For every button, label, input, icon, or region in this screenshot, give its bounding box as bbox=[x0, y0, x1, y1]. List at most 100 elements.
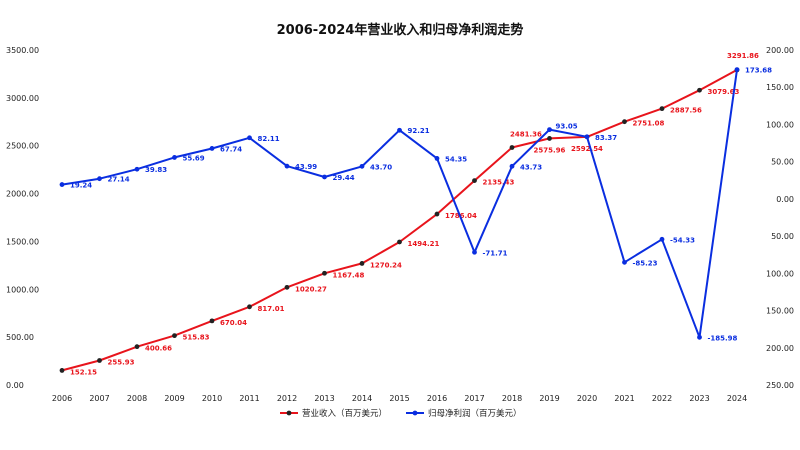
data-point bbox=[697, 87, 702, 93]
data-label: 43.73 bbox=[520, 163, 542, 171]
right-tick-label: 50.00 bbox=[771, 158, 794, 167]
data-label: 255.93 bbox=[108, 359, 135, 367]
data-point bbox=[134, 344, 140, 350]
data-label: 152.15 bbox=[70, 368, 97, 376]
x-tick-label: 2013 bbox=[314, 394, 334, 403]
data-point bbox=[622, 259, 627, 265]
data-point bbox=[247, 135, 252, 141]
data-label: 1494.21 bbox=[408, 240, 440, 248]
data-label: -185.98 bbox=[708, 334, 738, 342]
data-point bbox=[509, 145, 515, 150]
data-point bbox=[209, 146, 215, 151]
legend-label: 归母净利润（百万美元） bbox=[428, 408, 522, 419]
data-label: -85.23 bbox=[633, 259, 658, 267]
right-tick-label: 150.00 bbox=[766, 83, 794, 92]
data-point bbox=[172, 155, 177, 160]
x-tick-label: 2022 bbox=[652, 394, 672, 403]
left-tick-label: 0.00 bbox=[6, 381, 24, 390]
x-tick-label: 2024 bbox=[727, 394, 747, 403]
data-label: 27.14 bbox=[108, 176, 130, 184]
x-tick-label: 2019 bbox=[539, 394, 559, 403]
data-label: 39.83 bbox=[145, 166, 167, 174]
data-label: 2592.54 bbox=[571, 145, 603, 153]
left-tick-label: 1500.00 bbox=[6, 237, 39, 246]
data-label: 82.11 bbox=[258, 135, 280, 143]
data-label: 43.99 bbox=[295, 163, 317, 171]
series-2: 19.24 27.14 39.83 55.69 67.74 82.11 43.99 29.44… bbox=[59, 67, 772, 342]
data-point bbox=[472, 249, 477, 255]
data-label: 817.01 bbox=[258, 305, 285, 313]
data-point bbox=[472, 178, 477, 184]
data-label: 29.44 bbox=[333, 174, 355, 182]
x-tick-label: 2009 bbox=[164, 394, 184, 403]
left-tick-label: 3000.00 bbox=[6, 94, 39, 103]
data-point bbox=[322, 174, 327, 180]
data-point bbox=[172, 333, 177, 339]
data-point bbox=[584, 134, 590, 140]
data-label: 670.04 bbox=[220, 319, 247, 327]
x-tick-label: 2010 bbox=[202, 394, 222, 403]
left-tick-label: 1000.00 bbox=[6, 285, 39, 294]
data-point bbox=[397, 239, 402, 245]
data-label: 55.69 bbox=[183, 154, 205, 162]
right-tick-label: 200.00 bbox=[766, 344, 794, 353]
x-tick-label: 2016 bbox=[427, 394, 447, 403]
data-point bbox=[547, 127, 552, 133]
data-label: 43.70 bbox=[370, 163, 392, 171]
x-tick-label: 2017 bbox=[464, 394, 484, 403]
data-point bbox=[247, 304, 252, 310]
data-point bbox=[322, 270, 327, 276]
right-tick-label: 0.00 bbox=[776, 195, 794, 204]
data-label: 92.21 bbox=[408, 127, 430, 135]
data-label: 173.68 bbox=[745, 67, 772, 75]
data-label: 1020.27 bbox=[295, 285, 327, 293]
x-tick-label: 2011 bbox=[239, 394, 259, 403]
x-tick-label: 2020 bbox=[577, 394, 597, 403]
data-label: 3291.86 bbox=[727, 52, 759, 60]
data-point bbox=[622, 119, 627, 125]
data-label: 1167.48 bbox=[333, 271, 365, 279]
data-point bbox=[509, 163, 515, 169]
legend-item-1: 营业收入（百万美元） bbox=[280, 408, 387, 419]
data-point bbox=[434, 156, 440, 161]
data-point bbox=[547, 136, 552, 141]
x-tick-label: 2023 bbox=[689, 394, 709, 403]
data-label: 2135.43 bbox=[483, 179, 515, 187]
right-tick-label: 250.00 bbox=[766, 381, 794, 390]
data-point bbox=[697, 334, 702, 340]
data-label: 2751.08 bbox=[633, 120, 665, 128]
data-label: 2481.36 bbox=[510, 130, 542, 138]
right-tick-label: 50.00 bbox=[771, 232, 794, 241]
data-label: 19.24 bbox=[70, 182, 92, 190]
data-label: 3079.63 bbox=[708, 88, 740, 96]
legend-item-2: 归母净利润（百万美元） bbox=[406, 408, 522, 419]
data-label: 54.35 bbox=[445, 155, 467, 163]
data-label: 67.74 bbox=[220, 145, 242, 153]
x-tick-label: 2014 bbox=[352, 394, 372, 403]
x-tick-label: 2006 bbox=[52, 394, 72, 403]
data-point bbox=[134, 166, 140, 172]
data-point bbox=[434, 211, 440, 217]
data-point bbox=[359, 261, 365, 266]
x-tick-label: 2018 bbox=[502, 394, 522, 403]
data-label: 2575.96 bbox=[534, 146, 566, 154]
legend-swatch-marker bbox=[286, 410, 292, 416]
x-axis: 2006 2007 2008 2009 2010 2011 2012 2013 2014 2015… bbox=[52, 394, 747, 403]
legend-swatch-marker bbox=[412, 410, 418, 416]
data-point bbox=[59, 368, 65, 373]
data-point bbox=[359, 163, 365, 169]
x-tick-label: 2012 bbox=[277, 394, 297, 403]
data-point bbox=[659, 236, 665, 242]
data-label: 400.66 bbox=[145, 345, 172, 353]
data-point bbox=[284, 284, 290, 290]
right-tick-label: 200.00 bbox=[766, 46, 794, 55]
series-1: 152.15 255.93 400.66 515.83 670.04 817.01 1020… bbox=[59, 52, 759, 376]
data-point bbox=[659, 106, 665, 112]
left-axis: 0.00 500.00 1000.00 1500.00 2000.00 2500.00 30… bbox=[6, 46, 39, 390]
x-tick-label: 2021 bbox=[614, 394, 634, 403]
legend: 营业收入（百万美元） 归母净利润（百万美元） bbox=[280, 408, 522, 419]
left-tick-label: 2000.00 bbox=[6, 190, 39, 199]
series-line bbox=[61, 69, 738, 372]
left-tick-label: 500.00 bbox=[6, 333, 34, 342]
